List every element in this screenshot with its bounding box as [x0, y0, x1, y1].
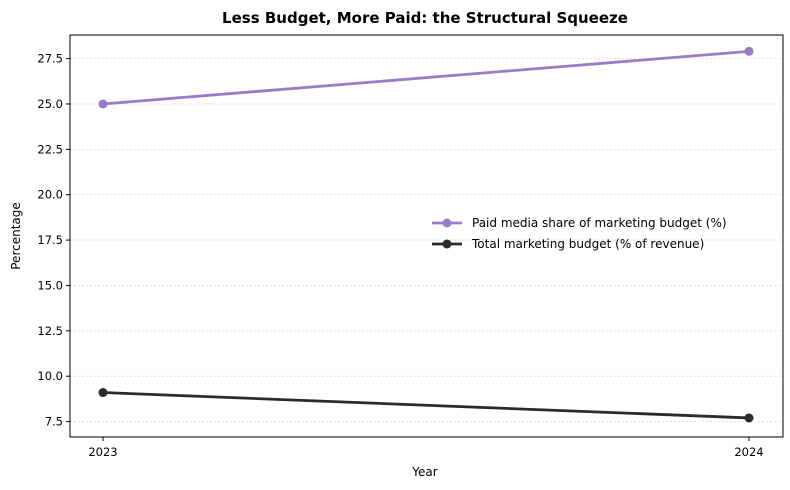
y-axis-label: Percentage: [9, 202, 23, 270]
legend-marker-1: [442, 218, 452, 228]
legend-label-1: Paid media share of marketing budget (%): [472, 216, 727, 230]
y-tick-label: 25.0: [37, 97, 63, 111]
series-line-1: [102, 49, 750, 106]
x-axis: 2023 2024: [88, 437, 764, 459]
y-tick-label: 27.5: [37, 52, 63, 66]
legend: Paid media share of marketing budget (%)…: [432, 216, 727, 251]
y-tick-label: 22.5: [37, 142, 63, 156]
x-tick-label: 2023: [88, 445, 117, 459]
data-point-1-1: [98, 99, 108, 109]
legend-marker-2: [442, 239, 452, 249]
chart-title: Less Budget, More Paid: the Structural S…: [222, 9, 628, 27]
y-tick-label: 10.0: [37, 369, 63, 383]
y-tick-label: 17.5: [37, 233, 63, 247]
plot-frame: [69, 34, 784, 438]
y-tick-label: 20.0: [37, 188, 63, 202]
x-tick-label: 2024: [734, 445, 763, 459]
y-tick-label: 15.0: [37, 278, 63, 292]
x-axis-label: Year: [411, 465, 437, 479]
y-tick-label: 12.5: [37, 324, 63, 338]
series-layer: [98, 46, 754, 423]
legend-label-2: Total marketing budget (% of revenue): [471, 237, 704, 251]
y-axis: 7.5 10.0 12.5 15.0 17.5 20.0 22.5 25.0 27.5: [37, 52, 70, 429]
grid-lines: [70, 58, 783, 422]
data-point-2-1: [98, 388, 108, 398]
series-line-2: [102, 391, 750, 420]
data-point-2-2: [744, 413, 754, 423]
data-point-1-2: [744, 46, 754, 56]
y-tick-label: 7.5: [45, 415, 63, 429]
